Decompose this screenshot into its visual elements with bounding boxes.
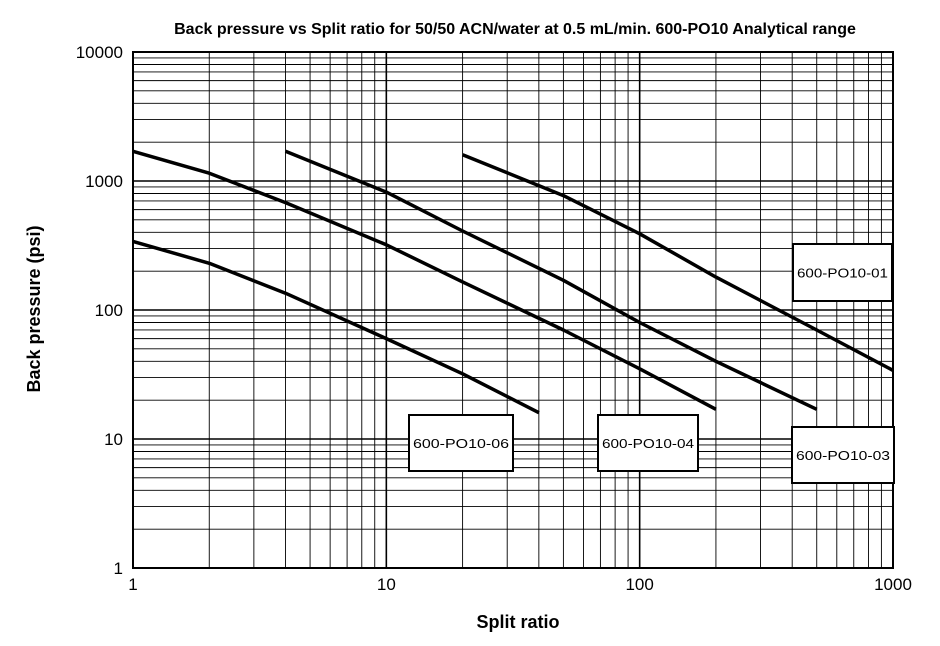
x-tick-label: 1	[128, 575, 137, 594]
x-tick-label: 1000	[874, 575, 912, 594]
grid	[132, 51, 894, 569]
series-line-4	[461, 153, 894, 372]
tick-labels: 1 10 100 1000 1 10 100 1000 10000	[76, 43, 912, 594]
y-tick-label: 10	[104, 430, 123, 449]
series-label-box	[408, 414, 514, 472]
series-label: 600-PO10-01	[797, 266, 888, 281]
series-label: 600-PO10-04	[602, 436, 694, 451]
x-tick-label: 10	[377, 575, 396, 594]
x-axis-label: Split ratio	[476, 612, 559, 632]
series-line-2	[132, 149, 717, 411]
x-tick-label: 100	[625, 575, 653, 594]
series-label: 600-PO10-03	[796, 448, 890, 463]
y-tick-label: 10000	[76, 43, 123, 62]
series-labels: 600-PO10-06 600-PO10-04 600-PO10-03 600-PO1…	[408, 243, 895, 484]
series-label-box	[792, 243, 893, 302]
y-tick-label: 1	[114, 559, 123, 578]
series-line-1	[132, 239, 540, 415]
series-label: 600-PO10-06	[413, 436, 509, 451]
series-lines	[132, 149, 894, 415]
y-axis-label: Back pressure (psi)	[24, 225, 44, 392]
series-label-box	[597, 414, 699, 472]
chart-title: Back pressure vs Split ratio for 50/50 A…	[174, 21, 856, 38]
y-tick-label: 100	[95, 301, 123, 320]
y-tick-label: 1000	[85, 172, 123, 191]
series-line-3	[284, 149, 818, 411]
series-label-box	[791, 426, 895, 484]
